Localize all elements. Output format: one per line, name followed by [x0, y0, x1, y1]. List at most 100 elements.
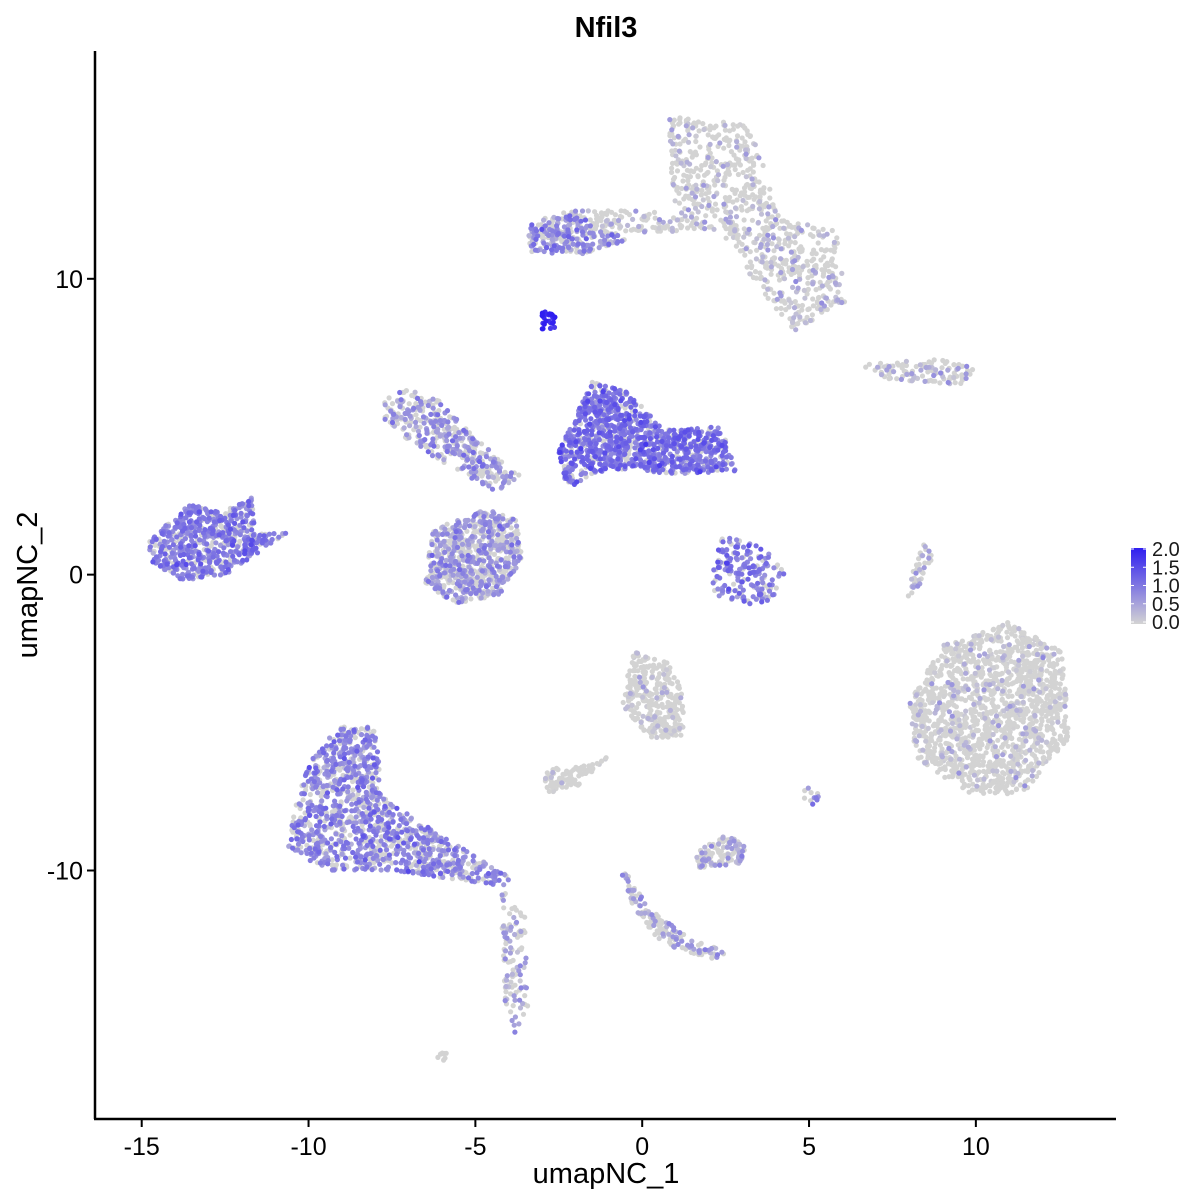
cell-point [995, 654, 1001, 660]
cell-point [692, 205, 699, 211]
cell-point [786, 297, 792, 303]
cell-point [579, 771, 585, 777]
cell-point [491, 551, 497, 558]
cell-point [694, 854, 700, 860]
cell-point [434, 397, 440, 404]
cell-point [623, 706, 629, 712]
cell-point [956, 653, 962, 659]
cell-point [810, 281, 816, 287]
cell-point [1043, 686, 1049, 692]
cell-point [642, 671, 648, 677]
cell-point [703, 213, 709, 219]
cell-point [977, 695, 983, 701]
cell-point [670, 141, 676, 147]
cell-point [968, 710, 974, 716]
cell-point [413, 412, 419, 418]
cell-point [423, 444, 429, 450]
cell-point [982, 651, 988, 657]
cell-point [925, 725, 931, 732]
cell-point [1013, 744, 1019, 750]
cell-point [766, 204, 772, 210]
cell-point [1046, 755, 1052, 761]
cell-point [747, 166, 753, 172]
cell-point [549, 784, 556, 790]
cell-point [947, 672, 953, 678]
cell-point [1036, 760, 1042, 766]
cell-point [819, 267, 825, 273]
cell-point [712, 201, 719, 207]
cell-point [407, 423, 413, 429]
cell-point [942, 360, 948, 366]
cell-point [664, 689, 670, 695]
cell-point [490, 474, 497, 480]
cell-point [824, 306, 830, 313]
cell-point [685, 225, 691, 231]
cell-point [923, 686, 929, 692]
cell-point [894, 376, 900, 382]
cell-point [350, 787, 356, 793]
cell-point [966, 789, 972, 795]
cell-point [603, 755, 609, 761]
cell-point [962, 649, 969, 655]
cell-point [728, 209, 734, 215]
cell-point [696, 128, 702, 134]
cell-point [942, 774, 948, 780]
cell-point [924, 744, 931, 750]
cell-point [995, 686, 1001, 692]
cell-point [739, 135, 745, 141]
cell-point [1034, 651, 1041, 658]
cell-point [1049, 726, 1055, 732]
cell-point [773, 585, 779, 591]
cell-point [913, 562, 920, 568]
cell-point [928, 377, 934, 383]
cell-point [1062, 686, 1068, 692]
cell-point [642, 901, 648, 907]
cell-point [805, 280, 811, 286]
cell-point [1009, 712, 1015, 718]
cell-point [812, 263, 818, 269]
cell-point [723, 226, 729, 232]
cell-point [802, 295, 808, 301]
cell-point [834, 235, 840, 241]
cell-point [1013, 786, 1020, 792]
cell-point [734, 235, 740, 241]
cell-point [752, 142, 758, 148]
cell-point [903, 362, 910, 369]
cell-point [652, 714, 658, 720]
cell-point [671, 135, 677, 141]
cell-point [561, 210, 567, 216]
cell-point [732, 228, 738, 234]
cell-point [1030, 767, 1036, 774]
cell-point [645, 664, 651, 670]
cell-point [709, 208, 715, 214]
cell-point [694, 221, 700, 227]
cell-point [990, 731, 996, 738]
cell-point [700, 121, 706, 127]
cell-point [652, 215, 658, 221]
cell-point [642, 910, 648, 916]
cell-point [598, 218, 604, 224]
cell-point [623, 228, 629, 234]
cell-point [510, 1003, 516, 1009]
cell-point [496, 537, 502, 543]
cell-point [587, 217, 593, 223]
cell-point [789, 266, 796, 273]
cell-point [777, 225, 783, 231]
cell-point [939, 688, 945, 695]
cell-point [641, 664, 647, 670]
cell-point [1049, 645, 1055, 651]
cell-point [961, 643, 968, 650]
cell-point [485, 588, 491, 594]
cell-point [643, 688, 650, 694]
cell-point [645, 715, 651, 722]
cell-point [693, 133, 699, 139]
cell-point [957, 669, 964, 675]
cell-point [1014, 752, 1020, 758]
cell-point [983, 696, 989, 702]
cell-point [951, 362, 957, 368]
cell-point [984, 744, 990, 751]
cell-point [954, 764, 960, 771]
cell-point [661, 685, 668, 691]
cell-point [516, 472, 522, 478]
cell-point [1015, 662, 1021, 668]
